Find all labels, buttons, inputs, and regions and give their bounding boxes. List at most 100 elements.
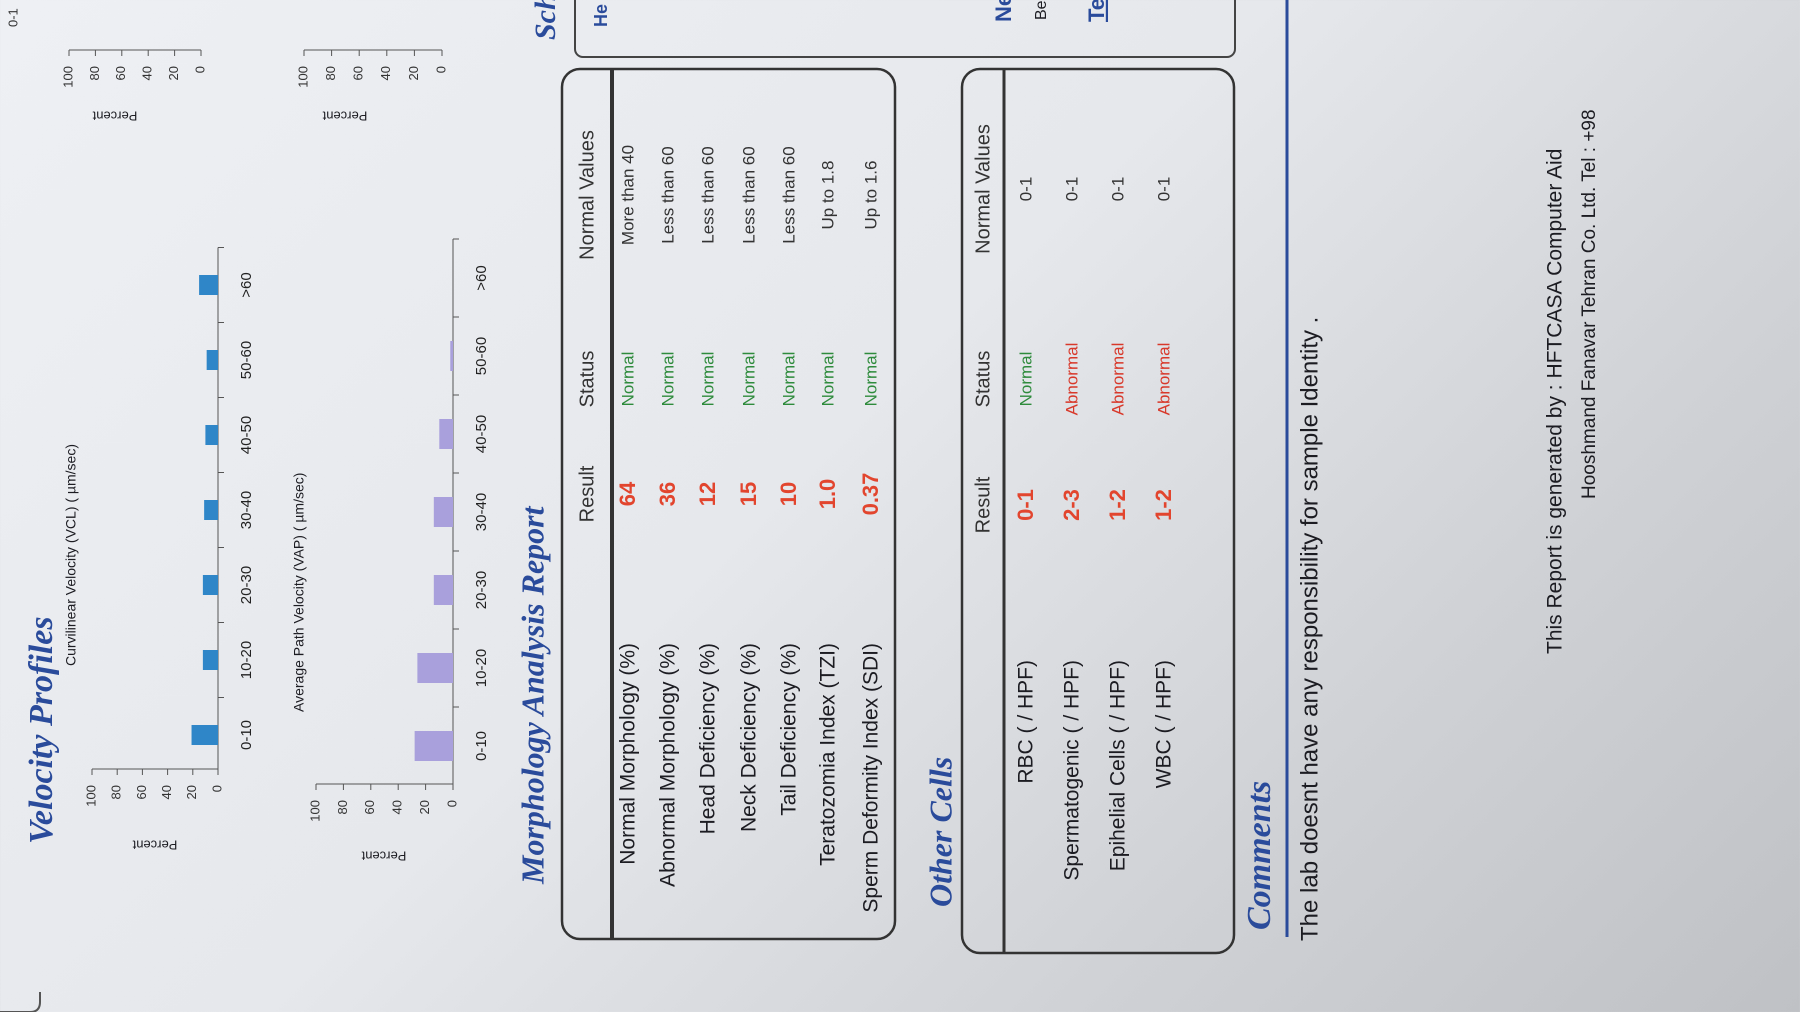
result: 64 (615, 481, 640, 506)
row-label: Epihelial Cells ( / HPF) (1107, 660, 1130, 871)
bar (414, 731, 454, 761)
y-tick-label: 40 (159, 785, 174, 799)
table-box (960, 67, 1236, 955)
x-tick-label: 30-40 (473, 493, 490, 531)
y-tick-label: 40 (378, 66, 393, 80)
row-label: Teratozomia Index (TZI) (817, 643, 840, 866)
normal-values: 0-1 (1154, 177, 1173, 202)
y-tick-label: 0 (192, 66, 207, 73)
y-tick-label: 80 (109, 785, 124, 799)
partial-box (574, 0, 1236, 58)
section-title: Velocity Profiles (23, 616, 60, 844)
normal-values: More than 40 (618, 145, 637, 245)
normal-values: Less than 60 (658, 146, 677, 243)
partial-category: 0-1 (5, 8, 20, 27)
partial-label: Ne (991, 0, 1016, 22)
status: Normal (861, 352, 880, 407)
footer-line: This Report is generated by : HFTCASA Co… (1544, 149, 1567, 654)
y-tick-label: 20 (406, 66, 421, 80)
bar (206, 350, 219, 370)
y-tick-label: 80 (87, 66, 102, 80)
bar (202, 575, 219, 595)
x-tick-label: 20-30 (473, 571, 490, 609)
y-tick-label: 0 (433, 66, 448, 73)
x-tick-label: 0-10 (238, 720, 255, 750)
normal-values: 0-1 (1016, 177, 1035, 202)
table-box (560, 67, 897, 941)
y-tick-label: 40 (390, 800, 405, 814)
x-tick-label: 50-60 (473, 337, 490, 375)
result: 0-1 (1013, 489, 1038, 521)
bar (205, 425, 218, 445)
result: 36 (655, 482, 680, 506)
y-tick-label: 60 (113, 66, 128, 80)
normal-values: Less than 60 (698, 146, 717, 243)
row-label: Tail Deficiency (%) (778, 643, 801, 816)
footer-line: Hooshmand Fanavar Tehran Co. Ltd. Tel : … (1579, 109, 1600, 499)
x-tick-label: 40-50 (238, 416, 255, 454)
y-tick-label: 20 (417, 800, 432, 814)
normal-values: Up to 1.8 (818, 161, 837, 230)
bar (202, 650, 219, 670)
section-title: Morphology Analysis Report (514, 505, 550, 885)
bar (191, 725, 218, 745)
result: 15 (736, 482, 761, 506)
row-label: Spermatogenic ( / HPF) (1061, 660, 1084, 881)
section-title: Comments (1241, 781, 1278, 930)
y-tick-label: 20 (184, 785, 199, 799)
row-label: Abnormal Morphology (%) (657, 643, 680, 887)
x-tick-label: 10-20 (238, 641, 255, 679)
status: Normal (698, 352, 717, 407)
bar (450, 341, 454, 371)
normal-values: 0-1 (1108, 177, 1127, 202)
comments-text: The lab doesnt have any responsibility f… (1296, 317, 1323, 941)
column-header: Normal Values (576, 130, 598, 260)
x-tick-label: 10-20 (473, 649, 490, 687)
y-axis-label: Percent (132, 838, 177, 853)
x-tick-label: 40-50 (473, 415, 490, 453)
y-tick-label: 100 (307, 800, 322, 822)
y-tick-label: 60 (134, 785, 149, 799)
status: Normal (658, 352, 677, 407)
y-tick-label: 80 (335, 800, 350, 814)
row-label: RBC ( / HPF) (1015, 660, 1038, 784)
result: 0.37 (858, 473, 883, 516)
status: Abnormal (1062, 343, 1081, 416)
column-header: Status (972, 351, 994, 408)
bar (417, 653, 454, 683)
bar (433, 575, 454, 605)
status: Abnormal (1108, 343, 1127, 416)
status: Normal (818, 352, 837, 407)
x-tick-label: 30-40 (238, 491, 255, 529)
bar (204, 500, 218, 520)
column-header: Result (972, 476, 994, 533)
result: 1-2 (1151, 489, 1176, 521)
partial-tab: He (591, 4, 611, 27)
row-label: Normal Morphology (%) (617, 643, 640, 865)
result: 12 (695, 482, 720, 506)
x-tick-label: >60 (473, 265, 490, 290)
row-label: Sperm Deformity Index (SDI) (860, 643, 883, 913)
y-axis-label: Percent (322, 109, 367, 124)
bar (199, 275, 219, 295)
y-tick-label: 60 (362, 800, 377, 814)
section-title: Other Cells (922, 757, 958, 907)
row-label: Head Deficiency (%) (697, 643, 720, 834)
bar (433, 497, 454, 527)
x-tick-label: 0-10 (473, 731, 490, 761)
column-header: Normal Values (972, 124, 994, 254)
x-tick-label: 20-30 (238, 566, 255, 604)
y-tick-label: 100 (60, 66, 75, 88)
status: Normal (779, 352, 798, 407)
y-tick-label: 100 (83, 785, 98, 807)
column-header: Result (576, 465, 598, 522)
partial-label: Te (1084, 0, 1109, 22)
y-tick-label: 0 (444, 800, 459, 807)
status: Normal (618, 352, 637, 407)
x-tick-label: 50-60 (238, 341, 255, 379)
y-tick-label: 80 (323, 66, 338, 80)
status: Normal (1016, 352, 1035, 407)
